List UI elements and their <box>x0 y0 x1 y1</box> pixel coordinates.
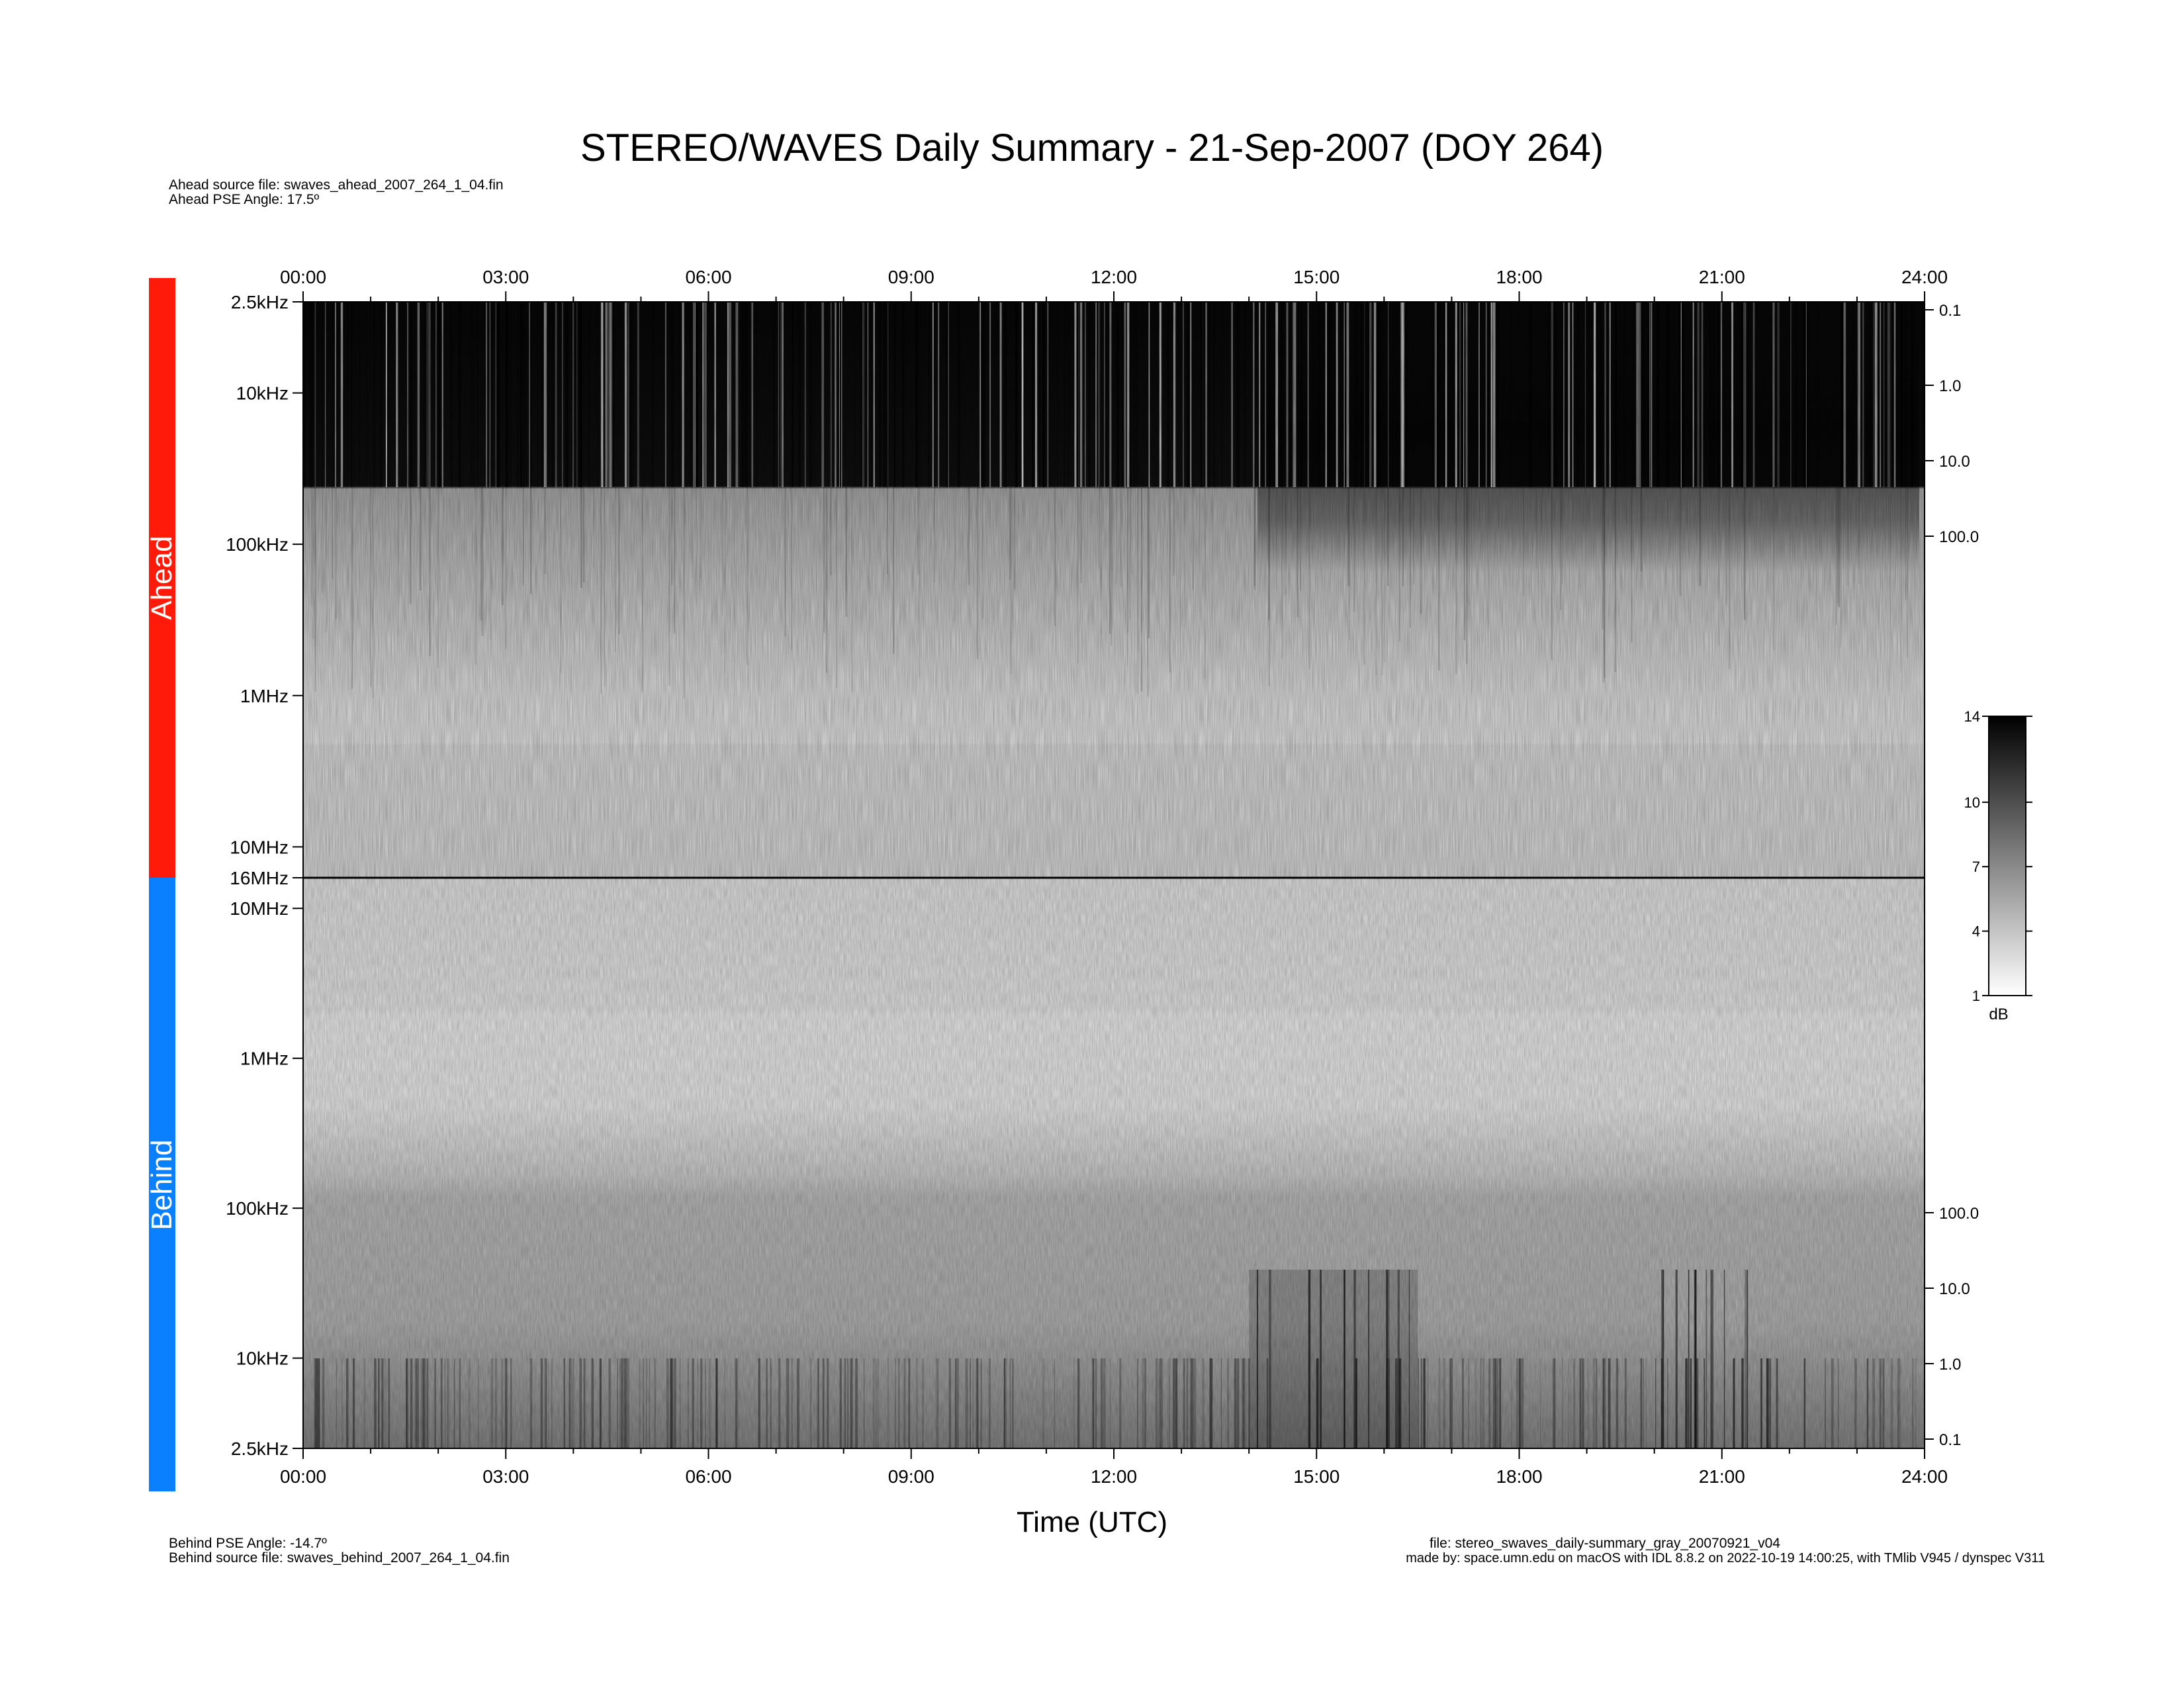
behind-right-tick-label: 0.1 <box>1939 1431 1961 1449</box>
behind-right-tick-label: 100.0 <box>1939 1205 1979 1223</box>
ahead-source-file: Ahead source file: swaves_ahead_2007_264… <box>169 177 504 193</box>
behind-y-tick-label: 1MHz <box>240 1049 289 1069</box>
colorbar-tick-label: 1 <box>1972 988 1980 1004</box>
ahead-y-tick-label: 2.5kHz <box>231 292 289 312</box>
ahead-y-tick-label: 16MHz <box>230 868 289 888</box>
top-x-tick-label: 18:00 <box>1496 267 1542 287</box>
top-x-tick-label: 00:00 <box>280 267 326 287</box>
bottom-x-tick-label: 00:00 <box>280 1466 326 1487</box>
bottom-x-tick-label: 12:00 <box>1091 1466 1137 1487</box>
bottom-x-tick-label: 18:00 <box>1496 1466 1542 1487</box>
behind-y-tick-label: 10MHz <box>230 898 289 919</box>
ahead-right-tick-label: 10.0 <box>1939 453 1970 471</box>
ahead-spectrogram <box>303 302 1925 878</box>
ahead-y-tick-label: 100kHz <box>226 534 289 555</box>
colorbar-tick-label: 14 <box>1964 708 1980 725</box>
behind-right-tick-label: 10.0 <box>1939 1280 1970 1298</box>
bottom-x-tick-label: 24:00 <box>1901 1466 1948 1487</box>
ahead-right-tick-label: 0.1 <box>1939 302 1961 320</box>
behind-pse-angle: Behind PSE Angle: -14.7º <box>169 1536 327 1551</box>
behind-source-file: Behind source file: swaves_behind_2007_2… <box>169 1550 510 1566</box>
bottom-x-tick-label: 06:00 <box>685 1466 731 1487</box>
ahead-panel-bar: Ahead <box>146 278 178 878</box>
behind-y-tick-label: 100kHz <box>226 1198 289 1219</box>
bottom-x-tick-label: 03:00 <box>482 1466 529 1487</box>
made-by: made by: space.umn.edu on macOS with IDL… <box>1406 1551 2045 1566</box>
ahead-y-tick-label: 10MHz <box>230 837 289 857</box>
colorbar-label: dB <box>1989 1006 2008 1023</box>
ahead-pse-angle: Ahead PSE Angle: 17.5º <box>169 192 320 207</box>
bottom-x-tick-label: 21:00 <box>1699 1466 1745 1487</box>
ahead-right-tick-label: 1.0 <box>1939 377 1961 395</box>
ahead-y-tick-label: 1MHz <box>240 686 289 706</box>
behind-y-tick-label: 2.5kHz <box>231 1438 289 1459</box>
file-name: file: stereo_swaves_daily-summary_gray_2… <box>1430 1536 1780 1551</box>
top-x-tick-label: 15:00 <box>1293 267 1340 287</box>
behind-panel-bar: Behind <box>146 878 178 1491</box>
top-x-tick-label: 21:00 <box>1699 267 1745 287</box>
top-x-tick-label: 03:00 <box>482 267 529 287</box>
bottom-x-tick-label: 15:00 <box>1293 1466 1340 1487</box>
colorbar-tick-label: 4 <box>1972 923 1980 940</box>
top-x-tick-label: 12:00 <box>1091 267 1137 287</box>
top-x-tick-label: 06:00 <box>685 267 731 287</box>
top-x-tick-label: 24:00 <box>1901 267 1948 287</box>
colorbar-tick-label: 7 <box>1972 859 1980 875</box>
bottom-x-tick-label: 09:00 <box>888 1466 934 1487</box>
x-axis-label: Time (UTC) <box>1016 1506 1168 1538</box>
chart-title: STEREO/WAVES Daily Summary - 21-Sep-2007… <box>580 126 1604 169</box>
colorbar-tick-label: 10 <box>1964 794 1980 811</box>
behind-spectrogram <box>303 878 1925 1448</box>
behind-right-tick-label: 1.0 <box>1939 1356 1961 1374</box>
ahead-y-tick-label: 10kHz <box>236 383 289 404</box>
ahead-right-tick-label: 100.0 <box>1939 528 1979 546</box>
top-x-tick-label: 09:00 <box>888 267 934 287</box>
behind-y-tick-label: 10kHz <box>236 1348 289 1369</box>
